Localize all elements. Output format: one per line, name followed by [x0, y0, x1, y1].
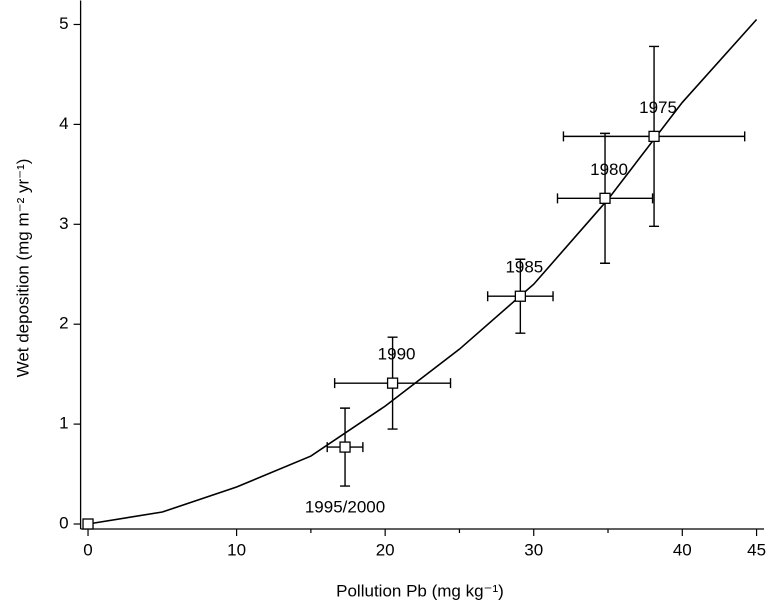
- fit-curve: [87, 18, 758, 525]
- point-label: 1995/2000: [305, 498, 385, 517]
- y-tick-label: 5: [59, 14, 68, 33]
- x-tick-label: 0: [83, 540, 92, 559]
- point-label: 1980: [590, 160, 628, 179]
- x-tick-label: 45: [747, 540, 766, 559]
- point: [82, 518, 94, 530]
- point: [599, 192, 611, 204]
- x-tick-label: 30: [524, 540, 543, 559]
- y-tick-label: 2: [59, 314, 68, 333]
- point-label: 1975: [639, 98, 677, 117]
- x-tick-label: 10: [227, 540, 246, 559]
- point-label: 1990: [378, 345, 416, 364]
- point: [386, 377, 399, 389]
- point-label: 1985: [505, 258, 543, 277]
- y-tick-label: 4: [59, 114, 68, 133]
- point: [339, 441, 351, 453]
- y-axis-label: Wet deposition (mg m⁻² yr⁻¹): [13, 159, 32, 378]
- y-tick-label: 0: [59, 513, 68, 532]
- y-tick-label: 3: [59, 214, 68, 233]
- point: [648, 130, 660, 143]
- point: [514, 290, 527, 302]
- x-tick-label: 40: [673, 540, 692, 559]
- y-tick-label: 1: [59, 414, 68, 433]
- x-tick-label: 20: [376, 540, 395, 559]
- x-axis-label: Pollution Pb (mg kg⁻¹): [336, 581, 504, 600]
